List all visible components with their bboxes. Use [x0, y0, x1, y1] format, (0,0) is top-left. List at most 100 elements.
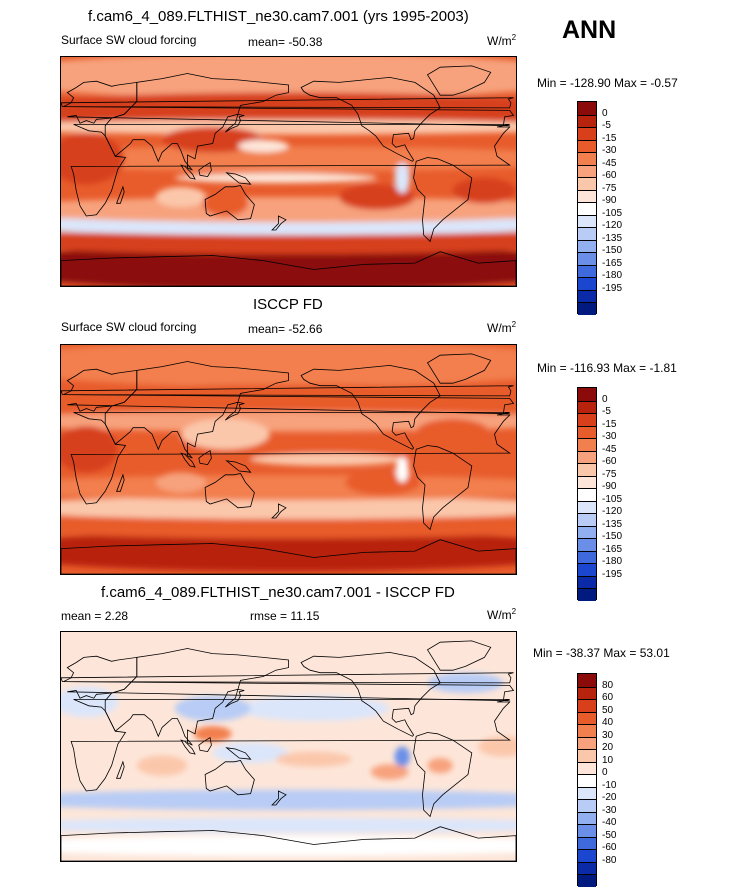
field-patch [61, 57, 516, 99]
field-patch [61, 228, 516, 255]
coastline-uk [61, 385, 514, 397]
colorbar-box [578, 102, 596, 115]
colorbar-tick-label: -135 [602, 518, 623, 530]
field-patch [61, 345, 516, 387]
coastline-japan [225, 113, 245, 133]
colorbar-box [578, 588, 596, 601]
panel3-title: f.cam6_4_089.FLTHIST_ne30.cam7.001 - ISC… [101, 584, 455, 601]
colorbar-tick-label: 10 [602, 754, 614, 766]
coastline-australia [204, 185, 255, 221]
colorbar-box [578, 189, 596, 202]
field-patch [478, 736, 516, 757]
colorbar-box [578, 413, 596, 426]
panel1-map [60, 56, 517, 287]
field-patch [61, 835, 516, 856]
panel3-mean: mean = 2.28 [61, 609, 129, 623]
colorbar-tick-label: 0 [602, 767, 608, 778]
colorbar-tick-label: -10 [602, 779, 617, 791]
coastline-asia [104, 73, 289, 171]
coastline-sumatra [180, 164, 196, 180]
colorbar-tick-label: 0 [602, 393, 608, 405]
panel3-rmse: rmse = 11.15 [250, 609, 320, 623]
coastline-antarctica [61, 251, 516, 286]
panel2-variable-label: Surface SW cloud forcing [61, 320, 197, 334]
coastline-newguinea [225, 460, 252, 473]
colorbar-tick-label: -30 [602, 804, 617, 816]
coastline-borneo [198, 449, 212, 466]
colorbar-tick-label: 50 [602, 704, 614, 716]
panel3-minmax: Min = -38.37 Max = 53.01 [533, 646, 670, 660]
colorbar-box [578, 699, 596, 712]
colorbar-tick-label: -75 [602, 182, 617, 194]
coastline-newguinea [225, 172, 252, 185]
coastline-madagascar [116, 760, 125, 779]
coastline-newguinea [225, 747, 252, 760]
colorbar-box [578, 202, 596, 215]
colorbar-tick-label: -45 [602, 157, 617, 169]
field-layer [61, 672, 516, 856]
field-patch [61, 133, 125, 185]
colorbar-box [578, 575, 596, 588]
field-patch [136, 755, 188, 776]
colorbar-tick-label: -30 [602, 431, 617, 442]
colorbar-tick-label: -20 [602, 792, 617, 803]
colorbar-box [578, 214, 596, 227]
colorbar-box [578, 686, 596, 699]
colorbar-box [578, 139, 596, 152]
colorbar-box [578, 425, 596, 438]
colorbar-box [578, 674, 596, 687]
field-patch [61, 436, 516, 463]
coastline-borneo [198, 736, 212, 753]
colorbar-tick-label: 40 [602, 717, 614, 728]
coastline-japan [225, 401, 245, 421]
coastline-asia [104, 648, 289, 746]
colorbar-box [578, 811, 596, 824]
colorbar-tick-label: -120 [602, 506, 623, 517]
colorbar-tick-label: -165 [602, 543, 623, 555]
coastlines [61, 353, 516, 574]
field-patch [155, 186, 207, 208]
colorbar-box [578, 164, 596, 177]
colorbar-box [578, 550, 596, 563]
colorbar-tick-label: -15 [602, 132, 617, 144]
field-patch [174, 172, 377, 183]
colorbar-tick-label: -150 [602, 245, 623, 256]
colorbar-box [578, 252, 596, 265]
colorbar-tick-label: -15 [602, 418, 617, 430]
colorbar-box [578, 538, 596, 551]
colorbar-box [578, 836, 596, 849]
field-patch [193, 726, 232, 742]
colorbar-box [578, 563, 596, 576]
coastline-africa [70, 699, 511, 792]
coastline-samerica [413, 732, 473, 818]
colorbar-tick-label: -60 [602, 456, 617, 467]
colorbar-box [578, 861, 596, 874]
colorbar-tick-label: -135 [602, 232, 623, 244]
colorbar-tick-label: -60 [602, 170, 617, 181]
coastline-africa [70, 124, 511, 217]
panel3-units: W/m2 [487, 607, 517, 622]
coastline-nz [271, 503, 287, 519]
colorbar-frame [577, 387, 597, 601]
colorbar-tick-label: -40 [602, 817, 617, 828]
coastline-borneo [198, 161, 212, 178]
colorbar-box [578, 450, 596, 463]
colorbar-tick-label: -150 [602, 531, 623, 542]
panel3-map [60, 631, 517, 862]
colorbar-tick-label: -90 [602, 481, 617, 492]
field-patch [339, 184, 415, 210]
field-patch [61, 789, 516, 811]
colorbar-box [578, 463, 596, 476]
field-patch [155, 472, 207, 493]
main-title: f.cam6_4_089.FLTHIST_ne30.cam7.001 (yrs … [88, 8, 469, 25]
colorbar-box [578, 749, 596, 762]
colorbar-box [578, 114, 596, 127]
coastline-antarctica [61, 539, 516, 574]
colorbar-box [578, 711, 596, 724]
colorbar-box [578, 227, 596, 240]
coastline-greenland [426, 353, 492, 384]
coastline-greenland [426, 640, 492, 671]
colorbar-box [578, 438, 596, 451]
coastline-madagascar [116, 473, 125, 492]
colorbar-tick-label: 20 [602, 742, 614, 753]
